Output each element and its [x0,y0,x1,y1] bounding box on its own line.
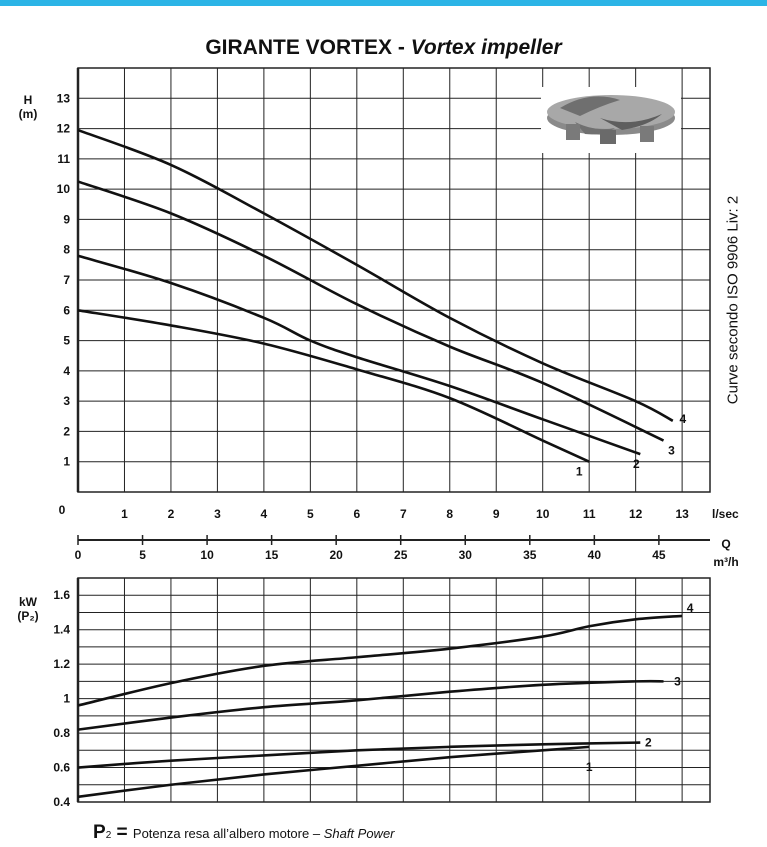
flow-m3h-axis: 0 5 10 15 20 25 30 35 40 45 Qm³/h [75,535,739,569]
flow-tick-label: 35 [523,548,537,562]
flow-tick-label: 30 [459,548,473,562]
flow-tick-label: 45 [652,548,666,562]
x-tick-label: 11 [583,507,596,521]
y-tick-label: 0.6 [53,761,70,775]
y-tick-label: 5 [63,334,70,348]
y-axis-label: kW [19,595,38,609]
y-tick-label: 0.4 [53,795,70,809]
y-tick-label: 10 [57,182,71,196]
footnote-p: P [93,822,106,843]
head-curve-1 [77,309,590,463]
head-curve-3 [77,180,665,442]
head-curves: 1 2 3 4 [77,128,686,479]
y-tick-label: 12 [57,122,71,136]
y-tick-label: 1.2 [53,657,70,671]
footnote-text: Potenza resa all’albero motore – [132,826,324,841]
y-tick-label: 4 [63,364,70,378]
flow-tick-label: 5 [139,548,146,562]
power-curve-3 [77,679,664,731]
y-tick-label: 8 [63,243,70,257]
power-grid [76,577,711,803]
x-tick-label: 3 [214,507,221,521]
y-tick-label: 1.6 [53,588,70,602]
curve-label-1: 1 [586,760,593,774]
y-tick-label: 1.4 [53,623,70,637]
curve-label-4: 4 [679,412,686,426]
y-axis-label: (m) [19,107,38,121]
y-axis-label: H [24,93,33,107]
power-curve-2 [77,741,641,769]
x-tick-label: 5 [307,507,314,521]
plot-frame [77,577,711,803]
x-tick-label: 8 [446,507,453,521]
x-tick-label: 13 [675,507,689,521]
y-tick-label: 1 [63,692,70,706]
curve-label-2: 2 [645,736,652,750]
flow-tick-label: 10 [200,548,214,562]
y-tick-label: 11 [57,152,70,166]
flow-tick-label: 0 [75,548,82,562]
flow-tick-label: 20 [329,548,343,562]
x-tick-label: 12 [629,507,643,521]
title-main: GIRANTE VORTEX - [205,36,411,59]
y-tick-label: 1 [63,455,70,469]
x-tick-label: 4 [261,507,268,521]
vortex-impeller-image [541,87,681,153]
y-tick-label: 0.8 [53,726,70,740]
x-tick-label: 7 [400,507,407,521]
x-tick-label: 6 [353,507,360,521]
x-tick-label: 1 [121,507,128,521]
head-curve-2 [77,254,641,456]
flow-axis-label: Q [721,537,730,551]
origin-label: 0 [59,503,66,517]
power-curves: 1 2 3 4 [77,601,694,799]
power-curve-4 [77,614,683,707]
footnote: P2 = Potenza resa all’albero motore – Sh… [93,822,395,844]
y-tick-label: 13 [57,91,71,105]
flow-tick-label: 25 [394,548,408,562]
footnote-sub: 2 [105,830,112,841]
flow-tick-label: 40 [588,548,602,562]
power-curve-1 [77,745,590,799]
y-tick-label: 7 [63,273,70,287]
x-tick-label: 9 [493,507,500,521]
y-tick-label: 9 [63,212,70,226]
accent-bar [0,0,767,6]
curve-label-1: 1 [576,465,583,479]
curve-label-2: 2 [633,457,640,471]
power-axis-labels: 0.4 0.6 0.8 1 1.2 1.4 1.6 kW(P₂) [17,588,70,809]
y-tick-label: 2 [63,424,70,438]
head-curve-4 [77,128,674,422]
y-tick-label: 3 [63,394,70,408]
title-italic: Vortex impeller [410,36,562,59]
x-tick-label: 10 [536,507,550,521]
y-axis-label: (P₂) [17,609,38,623]
x-axis-label: l/sec [712,507,739,521]
curve-label-3: 3 [668,444,675,458]
curve-label-3: 3 [674,674,681,688]
chart-title: GIRANTE VORTEX - Vortex impeller [0,36,767,60]
footnote-italic: Shaft Power [323,826,395,841]
footnote-eq: = [111,822,133,843]
x-tick-label: 2 [168,507,175,521]
y-tick-label: 6 [63,303,70,317]
flow-axis-label: m³/h [713,555,738,569]
flow-tick-label: 15 [265,548,279,562]
curve-label-4: 4 [687,601,694,615]
